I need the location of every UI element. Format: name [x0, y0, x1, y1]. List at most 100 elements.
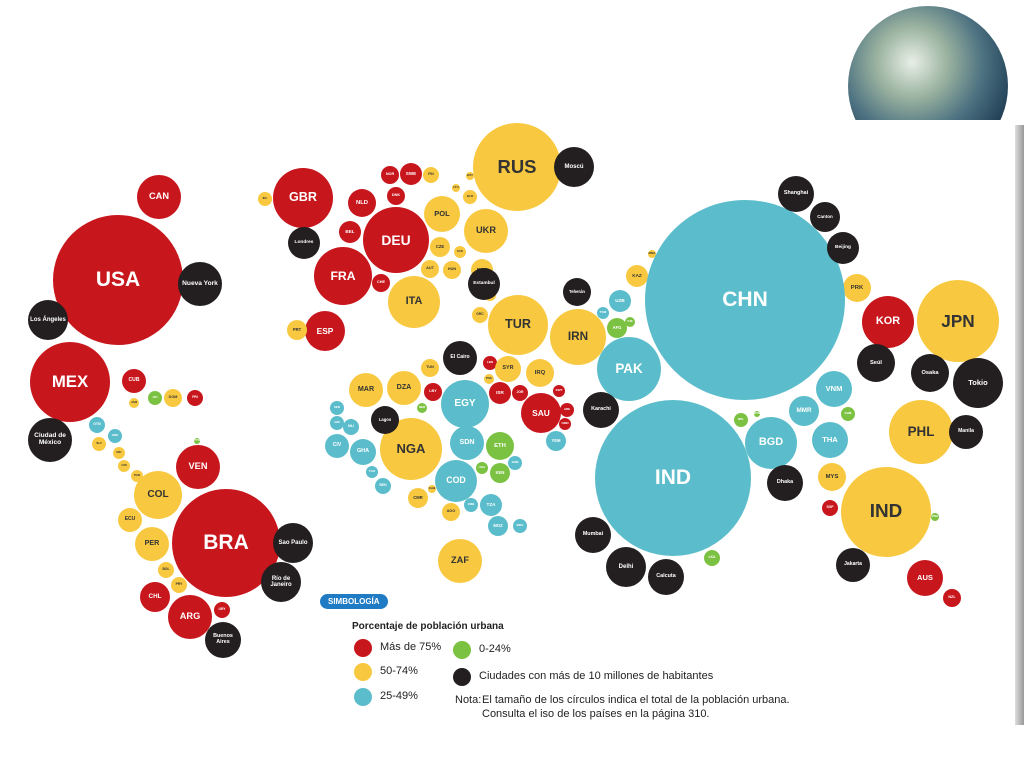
- bubble: Sao Paulo: [273, 523, 313, 563]
- bubble: BLR: [463, 190, 477, 204]
- bubble-label: SGP: [826, 505, 834, 510]
- bubble: AUT: [421, 260, 439, 278]
- bubble-label: SYR: [502, 365, 514, 372]
- bubble-label: IND: [869, 501, 903, 523]
- bubble-label: CHE: [377, 280, 385, 285]
- bubble: LBN: [483, 356, 497, 370]
- bubble-label: Sao Paulo: [278, 539, 308, 546]
- bubble-label: PAK: [615, 360, 643, 376]
- bubble-label: CUB: [128, 377, 140, 384]
- bubble: SDN: [450, 426, 484, 460]
- bubble: Osaka: [911, 354, 949, 392]
- bubble-label: SDN: [459, 438, 475, 447]
- bubble: RUS: [473, 123, 561, 211]
- bubble: CHL: [140, 582, 170, 612]
- bubble: Lagos: [371, 406, 399, 434]
- bubble: TJK: [625, 317, 635, 327]
- bubble: Shanghai: [778, 176, 814, 212]
- bubble-label: JAM: [130, 400, 138, 405]
- bubble: NIC: [113, 447, 125, 459]
- bubble-label: USA: [95, 267, 141, 291]
- bubble: HND: [108, 429, 122, 443]
- bubble-label: NLD: [355, 199, 369, 206]
- bubble-label: Shanghai: [783, 190, 809, 197]
- bubble-label: SEN: [333, 405, 341, 410]
- bubble: DNK: [387, 187, 405, 205]
- bubble-label: TZA: [486, 501, 496, 507]
- bubble: Manila: [949, 415, 983, 449]
- bubble: ETH: [486, 432, 514, 460]
- bubble-label: AFG: [612, 324, 622, 330]
- bubble: TKM: [597, 307, 609, 319]
- bubble: NZL: [943, 589, 961, 607]
- bubble-label: MNG: [648, 251, 656, 256]
- bubble-label: RUS: [497, 156, 537, 178]
- legend-swatch: [453, 641, 471, 659]
- bubble: IRN: [550, 309, 606, 365]
- bubble: COD: [435, 460, 477, 502]
- bubble-label: IRQ: [534, 369, 546, 376]
- bubble: GTM: [89, 417, 105, 433]
- bubble-label: Los Ángeles: [30, 316, 66, 323]
- bubble: CAN: [137, 175, 181, 219]
- legend-label: Más de 75%: [380, 641, 442, 653]
- bubble: Londres: [288, 227, 320, 259]
- bubble-label: PNG: [931, 514, 939, 519]
- bubble-label: PRY: [175, 582, 183, 587]
- bubble-label: Calcuta: [656, 573, 676, 580]
- bubble: IRL: [258, 192, 272, 206]
- bubble-label: HTI: [152, 395, 158, 400]
- bubble-label: ETH: [494, 442, 506, 449]
- bubble: EGY: [441, 380, 489, 428]
- bubble-label: ECU: [124, 516, 136, 523]
- bubble-label: BRA: [203, 530, 249, 554]
- bubble: NOR: [381, 166, 399, 184]
- bubble-label: JPN: [941, 310, 975, 331]
- bubble-label: Río de Janeiro: [270, 575, 292, 588]
- bubble-label: PHL: [907, 423, 935, 439]
- bubble: UZB: [609, 290, 631, 312]
- bubble-label: Canton: [817, 213, 833, 219]
- bubble-label: BOL: [162, 567, 170, 572]
- bubble: ISR: [489, 382, 511, 404]
- bubble: PER: [135, 527, 169, 561]
- bubble: MLI: [343, 419, 359, 435]
- bubble: KEN: [490, 463, 510, 483]
- bubble-label: FIN: [428, 172, 434, 177]
- legend-label: 50-74%: [380, 665, 418, 677]
- bubble-label: TKM: [599, 310, 607, 315]
- bubble-label: Moscú: [564, 163, 584, 170]
- bubble: Ciudad de México: [28, 418, 72, 462]
- bubble: ZMB: [464, 498, 478, 512]
- bubble: CRI: [118, 460, 130, 472]
- note-label: Nota:: [455, 694, 482, 706]
- bubble: Buenos Aires: [205, 622, 241, 658]
- bubble: GHA: [350, 439, 376, 465]
- bubble: VNM: [816, 371, 852, 407]
- bubble: SGP: [822, 500, 838, 516]
- bubble: TGO: [366, 466, 378, 478]
- bubble-label: BTN: [754, 411, 760, 416]
- bubble: Nueva York: [178, 262, 222, 306]
- bubble: SLV: [92, 437, 106, 451]
- bubble-label: IND: [654, 465, 692, 489]
- bubble: CIV: [325, 434, 349, 458]
- bubble-label: Teherán: [569, 288, 585, 294]
- bubble-label: Osaka: [921, 370, 939, 376]
- bubble-label: LKA: [708, 555, 716, 560]
- bubble-label: ZMB: [467, 502, 475, 507]
- bubble-label: CAN: [148, 191, 169, 202]
- bubble: PRY: [171, 577, 187, 593]
- bubble-label: Buenos Aires: [213, 633, 233, 645]
- bubble-label: CHL: [148, 592, 162, 600]
- bubble: CHE: [372, 274, 390, 292]
- bubble: LBY: [424, 383, 442, 401]
- bubble-label: ARE: [563, 407, 571, 412]
- legend-label: 0-24%: [479, 643, 511, 655]
- bubble: Calcuta: [648, 559, 684, 595]
- globe: [840, 0, 1020, 120]
- bubble-label: NER: [418, 405, 426, 410]
- bubble-label: KOR: [875, 315, 901, 328]
- bubble-label: MEX: [51, 372, 89, 392]
- bubble-label: SLV: [96, 441, 102, 446]
